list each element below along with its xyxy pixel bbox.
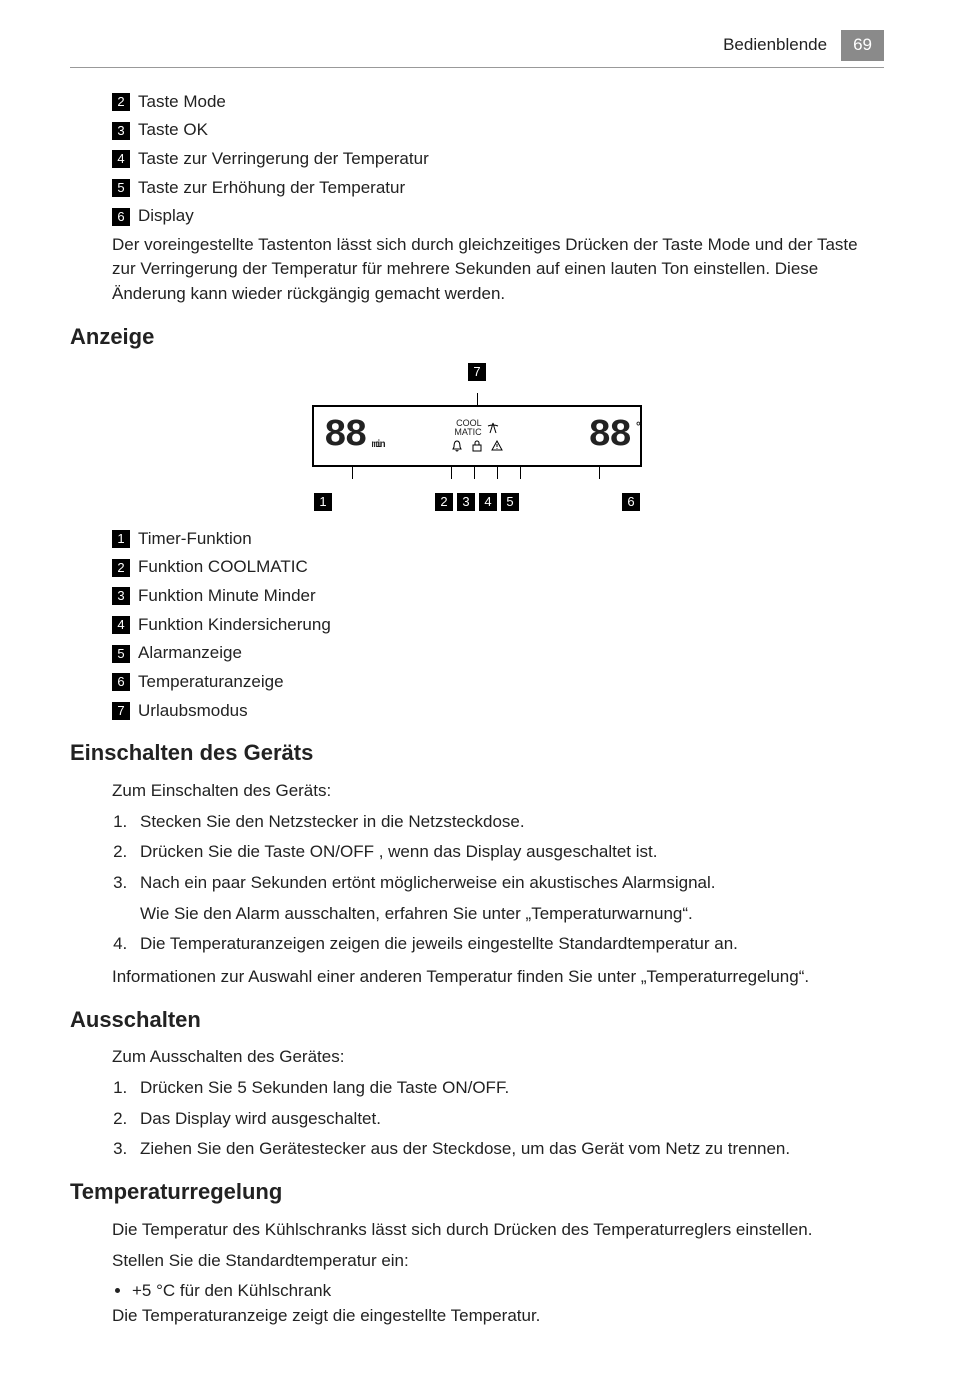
legend-label: Funktion Minute Minder (138, 586, 316, 605)
center-icons: COOL MATIC (450, 419, 504, 453)
alarm-icon (490, 439, 504, 453)
callout-5: 5 (501, 493, 519, 511)
page-header: Bedienblende 69 (70, 30, 884, 68)
callout-3: 3 (457, 493, 475, 511)
ausschalten-steps: Drücken Sie 5 Sekunden lang die Taste ON… (132, 1076, 884, 1162)
top-paragraph: Der voreingestellte Tastenton lässt sich… (112, 233, 884, 307)
callout-7: 7 (468, 363, 486, 381)
temperature-digits: 88 ° (588, 417, 630, 455)
step-item: Drücken Sie 5 Sekunden lang die Taste ON… (132, 1076, 884, 1101)
legend-number: 5 (112, 179, 130, 197)
legend-label: Taste Mode (138, 92, 226, 111)
legend-item: 7 Urlaubsmodus (112, 699, 884, 724)
callout-1: 1 (314, 493, 332, 511)
bell-icon (450, 439, 464, 453)
legend-label: Alarmanzeige (138, 643, 242, 662)
legend-item: 2 Taste Mode (112, 90, 884, 115)
step-item: Die Temperaturanzeigen zeigen die jeweil… (132, 932, 884, 957)
callout-6: 6 (622, 493, 640, 511)
legend-label: Taste OK (138, 120, 208, 139)
page-number-badge: 69 (841, 30, 884, 61)
degree-icon: ° (635, 421, 640, 433)
legend-item: 1 Timer-Funktion (112, 527, 884, 552)
temperatur-p1: Die Temperatur des Kühlschranks lässt si… (112, 1218, 884, 1243)
bullet-item: +5 °C für den Kühlschrank (132, 1279, 884, 1304)
legend-item: 5 Taste zur Erhöhung der Temperatur (112, 176, 884, 201)
temperatur-bullets: +5 °C für den Kühlschrank (132, 1279, 884, 1304)
temperatur-p2: Stellen Sie die Standardtemperatur ein: (112, 1249, 884, 1274)
header-title: Bedienblende (723, 33, 827, 58)
einschalten-steps: Stecken Sie den Netzstecker in die Netzs… (132, 810, 884, 957)
legend-number: 1 (112, 530, 130, 548)
step-item: Stecken Sie den Netzstecker in die Netzs… (132, 810, 884, 835)
legend-number: 7 (112, 702, 130, 720)
legend-label: Temperaturanzeige (138, 672, 284, 691)
legend-number: 2 (112, 559, 130, 577)
legend-number: 6 (112, 673, 130, 691)
temperatur-p3: Die Temperaturanzeige zeigt die eingeste… (112, 1304, 884, 1329)
legend-item: 4 Taste zur Verringerung der Temperatur (112, 147, 884, 172)
legend-label: Display (138, 206, 194, 225)
top-legend-list: 2 Taste Mode 3 Taste OK 4 Taste zur Verring… (112, 90, 884, 229)
legend-item: 6 Temperaturanzeige (112, 670, 884, 695)
einschalten-outro: Informationen zur Auswahl einer anderen … (112, 965, 884, 990)
vacation-icon (486, 421, 500, 435)
step-item: Nach ein paar Sekunden ertönt möglicherw… (132, 871, 884, 926)
einschalten-intro: Zum Einschalten des Geräts: (112, 779, 884, 804)
coolmatic-label-2: MATIC (454, 428, 481, 437)
display-diagram: 7 88 min COOL MATIC (70, 363, 884, 511)
legend-item: 2 Funktion COOLMATIC (112, 555, 884, 580)
legend-label: Funktion COOLMATIC (138, 557, 308, 576)
legend-label: Taste zur Verringerung der Temperatur (138, 149, 429, 168)
legend-item: 3 Funktion Minute Minder (112, 584, 884, 609)
step-subtext: Wie Sie den Alarm ausschalten, erfahren … (140, 902, 884, 927)
legend-item: 5 Alarmanzeige (112, 641, 884, 666)
legend-item: 3 Taste OK (112, 118, 884, 143)
legend-label: Timer-Funktion (138, 529, 252, 548)
legend-number: 5 (112, 645, 130, 663)
ausschalten-intro: Zum Ausschalten des Gerätes: (112, 1045, 884, 1070)
step-item: Drücken Sie die Taste ON/OFF , wenn das … (132, 840, 884, 865)
legend-number: 3 (112, 587, 130, 605)
anzeige-legend-list: 1 Timer-Funktion 2 Funktion COOLMATIC 3 Fun… (112, 527, 884, 723)
section-title-ausschalten: Ausschalten (70, 1004, 884, 1036)
legend-number: 3 (112, 122, 130, 140)
section-title-temperatur: Temperaturregelung (70, 1176, 884, 1208)
callout-2: 2 (435, 493, 453, 511)
legend-label: Urlaubsmodus (138, 701, 248, 720)
legend-label: Taste zur Erhöhung der Temperatur (138, 178, 405, 197)
step-item: Das Display wird ausgeschaltet. (132, 1107, 884, 1132)
timer-digits: 88 min (324, 417, 366, 455)
callout-4: 4 (479, 493, 497, 511)
section-title-einschalten: Einschalten des Geräts (70, 737, 884, 769)
lcd-panel: 88 min COOL MATIC (312, 405, 642, 467)
legend-number: 4 (112, 150, 130, 168)
lock-icon (470, 439, 484, 453)
legend-number: 6 (112, 208, 130, 226)
legend-label: Funktion Kindersicherung (138, 615, 331, 634)
legend-item: 6 Display (112, 204, 884, 229)
legend-item: 4 Funktion Kindersicherung (112, 613, 884, 638)
step-item: Ziehen Sie den Gerätestecker aus der Ste… (132, 1137, 884, 1162)
section-title-anzeige: Anzeige (70, 321, 884, 353)
legend-number: 4 (112, 616, 130, 634)
legend-number: 2 (112, 93, 130, 111)
min-label: min (372, 441, 384, 451)
